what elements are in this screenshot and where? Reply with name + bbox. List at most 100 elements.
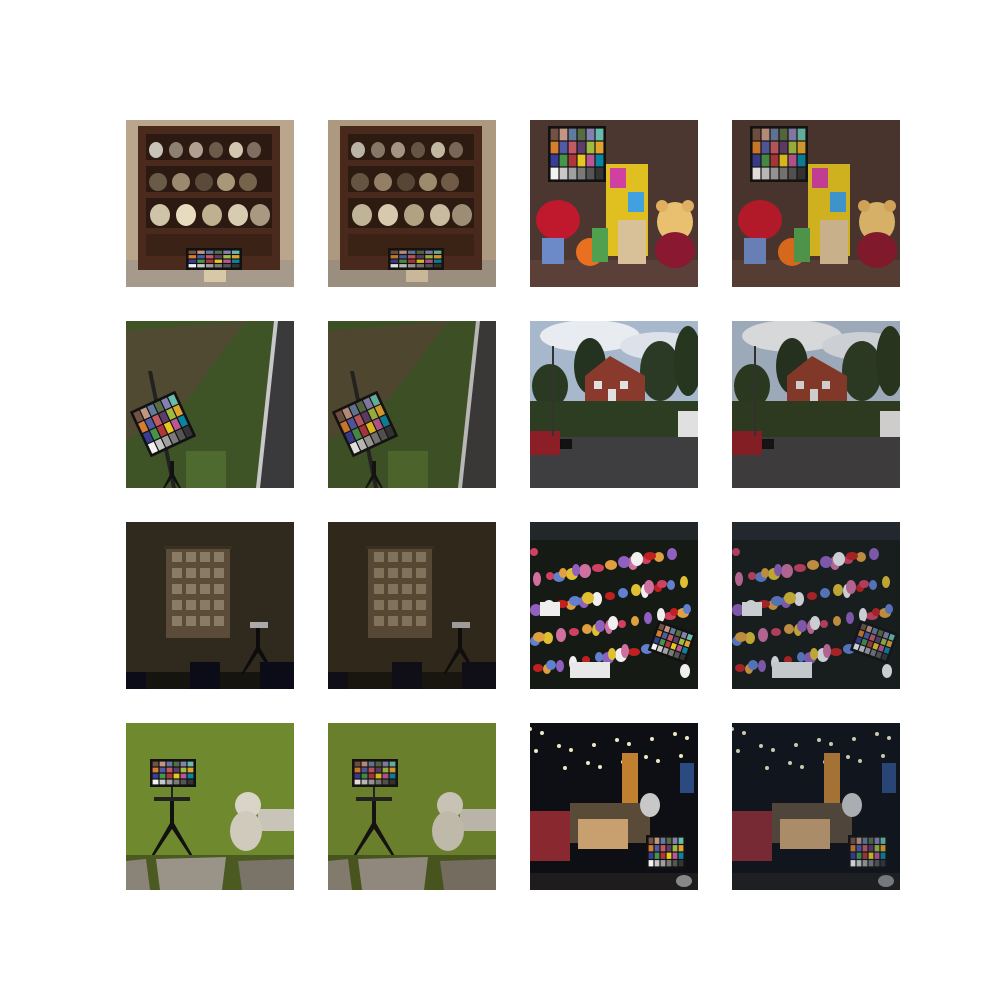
checker-patch xyxy=(369,394,381,407)
checker-patch xyxy=(416,255,425,259)
checker-patch xyxy=(872,642,879,650)
checker-patch xyxy=(163,421,175,434)
checker-patch xyxy=(577,154,586,167)
price-sign xyxy=(742,602,762,616)
checker-patch xyxy=(875,651,883,659)
flower xyxy=(856,552,866,562)
checker-patch xyxy=(658,623,665,631)
checker-patch xyxy=(349,441,361,454)
checker-patch xyxy=(365,421,377,434)
window xyxy=(810,389,818,401)
checker-patch xyxy=(214,255,223,259)
checker-patch xyxy=(761,128,770,141)
checker-patch xyxy=(866,640,874,648)
checker-patch xyxy=(173,779,180,785)
toy xyxy=(217,173,235,191)
flower xyxy=(833,584,843,596)
flower xyxy=(608,616,618,630)
toy xyxy=(430,204,450,226)
checker-patch xyxy=(853,643,860,651)
object xyxy=(371,142,385,158)
tapestry-pattern xyxy=(402,552,412,562)
checker-patch xyxy=(788,128,797,141)
photo xyxy=(328,723,496,890)
checker-patch xyxy=(797,128,806,141)
tapestry-pattern xyxy=(388,568,398,578)
checker-patch xyxy=(653,636,660,644)
flower xyxy=(771,596,783,606)
checker-patch xyxy=(874,636,882,644)
paving-stone xyxy=(156,857,226,890)
checker-patch xyxy=(407,264,416,268)
light xyxy=(846,755,850,759)
object xyxy=(209,142,223,158)
checker-patch xyxy=(568,141,577,154)
tapestry-pattern xyxy=(172,568,182,578)
statue-body xyxy=(432,811,464,851)
checker-patch xyxy=(133,410,144,423)
toy xyxy=(351,173,369,191)
color-checker xyxy=(150,759,196,787)
car xyxy=(530,431,560,455)
checker-patch xyxy=(858,645,866,653)
floor xyxy=(530,873,698,890)
checker-patch xyxy=(681,646,689,654)
checker-patch xyxy=(654,860,660,867)
road xyxy=(460,321,496,488)
lamp-post xyxy=(552,346,554,436)
checker-patch xyxy=(166,779,173,785)
tapestry-pattern xyxy=(186,600,196,610)
checker-patch xyxy=(375,767,382,773)
flower xyxy=(761,568,769,578)
checker-patch xyxy=(152,773,159,779)
checker-patch xyxy=(888,633,895,641)
photo xyxy=(126,522,294,689)
checker-patch xyxy=(389,779,396,785)
van xyxy=(880,411,900,437)
checker-frame xyxy=(560,439,572,449)
checker-patch xyxy=(433,264,442,268)
camera xyxy=(250,622,268,628)
checker-patch xyxy=(686,633,693,641)
light xyxy=(881,754,885,758)
stand xyxy=(171,787,173,799)
flower xyxy=(771,628,781,636)
photo xyxy=(328,120,496,287)
checker-patch xyxy=(374,404,386,417)
checker-patch xyxy=(874,860,880,867)
checker-patch xyxy=(180,761,187,767)
checker-patch xyxy=(368,773,375,779)
tapestry-pattern xyxy=(186,568,196,578)
chair xyxy=(878,875,894,887)
checker-patch xyxy=(375,761,382,767)
checker-patch xyxy=(662,647,669,655)
checker-patch xyxy=(864,647,871,655)
checker-patch xyxy=(399,255,407,259)
checker-patch xyxy=(670,642,677,650)
photo xyxy=(732,522,900,689)
window xyxy=(594,381,602,389)
checker-patch xyxy=(673,651,681,659)
toy xyxy=(744,238,766,264)
tapestry-pattern xyxy=(374,568,384,578)
toy xyxy=(228,204,248,226)
color-checker xyxy=(548,126,606,182)
flower xyxy=(735,572,743,586)
toy xyxy=(149,173,167,191)
checker-patch xyxy=(223,264,231,268)
checker-patch xyxy=(159,761,166,767)
paving-stone xyxy=(358,857,428,890)
bean-bag xyxy=(738,200,782,240)
checker-patch xyxy=(550,128,559,141)
checker-patch xyxy=(180,773,187,779)
flower xyxy=(556,628,566,642)
tripod xyxy=(365,461,383,488)
checker-patch xyxy=(666,837,672,844)
checker-patch xyxy=(856,852,862,859)
color-checker xyxy=(646,835,686,869)
checker-patch xyxy=(372,418,383,431)
checker-patch xyxy=(173,773,180,779)
flower xyxy=(621,644,629,658)
flower xyxy=(784,592,796,604)
checker-patch xyxy=(399,250,407,254)
